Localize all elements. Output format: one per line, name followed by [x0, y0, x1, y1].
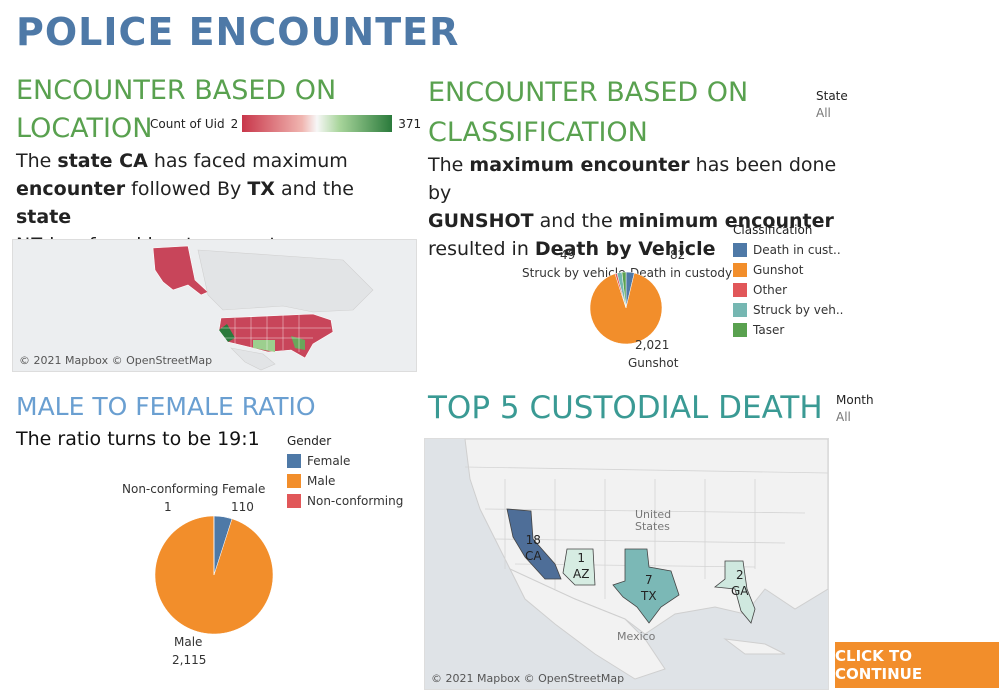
- state-filter-value[interactable]: All: [816, 106, 831, 120]
- nonconforming-value-label: 1: [164, 500, 172, 514]
- location-map-credit: © 2021 Mapbox © OpenStreetMap: [19, 354, 213, 367]
- tx-label: 7 TX: [641, 573, 657, 603]
- pie-slice-male[interactable]: [155, 516, 273, 634]
- gender-legend-title: Gender: [287, 434, 332, 448]
- gunshot-name-label: Gunshot: [628, 356, 679, 370]
- month-filter-value[interactable]: All: [836, 410, 851, 424]
- classification-title-line1: ENCOUNTER BASED ON: [428, 77, 749, 108]
- gender-legend-item[interactable]: Non-conforming: [287, 491, 403, 511]
- nonconforming-name-label: Non-conforming: [122, 482, 219, 496]
- georgia-region[interactable]: [713, 560, 756, 624]
- legend-swatch: [733, 303, 747, 317]
- struck-value-label: 49: [560, 248, 576, 262]
- classification-legend-item[interactable]: Gunshot: [733, 260, 843, 280]
- location-title-line2: LOCATION: [16, 113, 153, 144]
- month-filter[interactable]: Month All: [836, 393, 874, 424]
- legend-swatch: [287, 454, 301, 468]
- legend-label: Gunshot: [753, 263, 804, 277]
- color-legend-label: Count of Uid: [150, 116, 225, 131]
- gender-legend-item[interactable]: Female: [287, 451, 403, 471]
- legend-label: Death in cust..: [753, 243, 841, 257]
- month-filter-label: Month: [836, 393, 874, 407]
- legend-label: Taser: [753, 323, 785, 337]
- page-title: POLICE ENCOUNTER: [16, 10, 460, 54]
- country-label-mexico: Mexico: [617, 630, 656, 643]
- ca-label: 18 CA: [525, 533, 542, 563]
- male-name-label: Male: [174, 635, 203, 649]
- california-region[interactable]: [506, 508, 562, 580]
- location-map[interactable]: © 2021 Mapbox © OpenStreetMap: [12, 239, 417, 372]
- location-color-legend: Count of Uid 2 371: [150, 115, 421, 132]
- gender-legend-item[interactable]: Male: [287, 471, 403, 491]
- legend-swatch: [733, 263, 747, 277]
- male-value-label: 2,115: [172, 653, 207, 667]
- gunshot-value-label: 2,021: [635, 338, 670, 352]
- state-filter-label: State: [816, 89, 848, 103]
- classification-title-line2: CLASSIFICATION: [428, 117, 648, 148]
- pie-slice-gunshot[interactable]: [590, 272, 662, 344]
- country-label-us: United States: [635, 508, 672, 533]
- color-legend-min: 2: [230, 116, 239, 131]
- legend-label: Non-conforming: [307, 494, 404, 508]
- classification-legend-item[interactable]: Struck by veh..: [733, 300, 843, 320]
- pie-slice-taser[interactable]: [621, 272, 627, 309]
- legend-swatch: [733, 283, 747, 297]
- death-value-label: 82: [670, 248, 686, 262]
- female-name-label: Female: [222, 482, 266, 496]
- classification-legend-title: Classification: [733, 223, 813, 237]
- legend-label: Other: [753, 283, 788, 297]
- gender-legend: Gender Female Male Non-conforming: [287, 434, 403, 511]
- struck-name-label: Struck by vehicle: [522, 266, 626, 280]
- gender-pie[interactable]: [155, 516, 273, 634]
- gender-subtitle: The ratio turns to be 19:1: [16, 428, 260, 450]
- female-value-label: 110: [231, 500, 254, 514]
- alaska-region[interactable]: [152, 245, 209, 296]
- legend-label: Struck by veh..: [753, 303, 844, 317]
- az-label: 1 AZ: [573, 551, 590, 581]
- death-name-label: Death in custody: [630, 266, 733, 280]
- legend-swatch: [287, 474, 301, 488]
- classification-pie[interactable]: [590, 272, 662, 344]
- legend-swatch: [733, 243, 747, 257]
- location-title-line1: ENCOUNTER BASED ON: [16, 75, 337, 106]
- click-to-continue-button[interactable]: CLICK TO CONTINUE: [835, 642, 999, 688]
- arizona-region[interactable]: [562, 548, 596, 586]
- legend-label: Male: [307, 474, 336, 488]
- ga-label: 2 GA: [731, 568, 749, 598]
- legend-swatch: [733, 323, 747, 337]
- classification-legend-item[interactable]: Death in cust..: [733, 240, 843, 260]
- classification-description: The maximum encounter has been done by G…: [428, 154, 837, 260]
- state-filter[interactable]: State All: [816, 89, 848, 120]
- texas-region[interactable]: [612, 548, 680, 624]
- custodial-title: TOP 5 CUSTODIAL DEATH: [428, 390, 823, 426]
- color-legend-gradient: [242, 115, 393, 132]
- custodial-map-credit: © 2021 Mapbox © OpenStreetMap: [431, 672, 625, 685]
- gender-title: MALE TO FEMALE RATIO: [16, 392, 316, 421]
- custodial-map[interactable]: United States Mexico 18 CA 1 AZ 7 TX 2 GA © …: [424, 438, 829, 690]
- classification-legend: Classification Death in cust.. Gunshot Oth…: [733, 223, 843, 340]
- legend-label: Female: [307, 454, 351, 468]
- classification-legend-item[interactable]: Other: [733, 280, 843, 300]
- classification-legend-item[interactable]: Taser: [733, 320, 843, 340]
- legend-swatch: [287, 494, 301, 508]
- color-legend-max: 371: [398, 116, 422, 131]
